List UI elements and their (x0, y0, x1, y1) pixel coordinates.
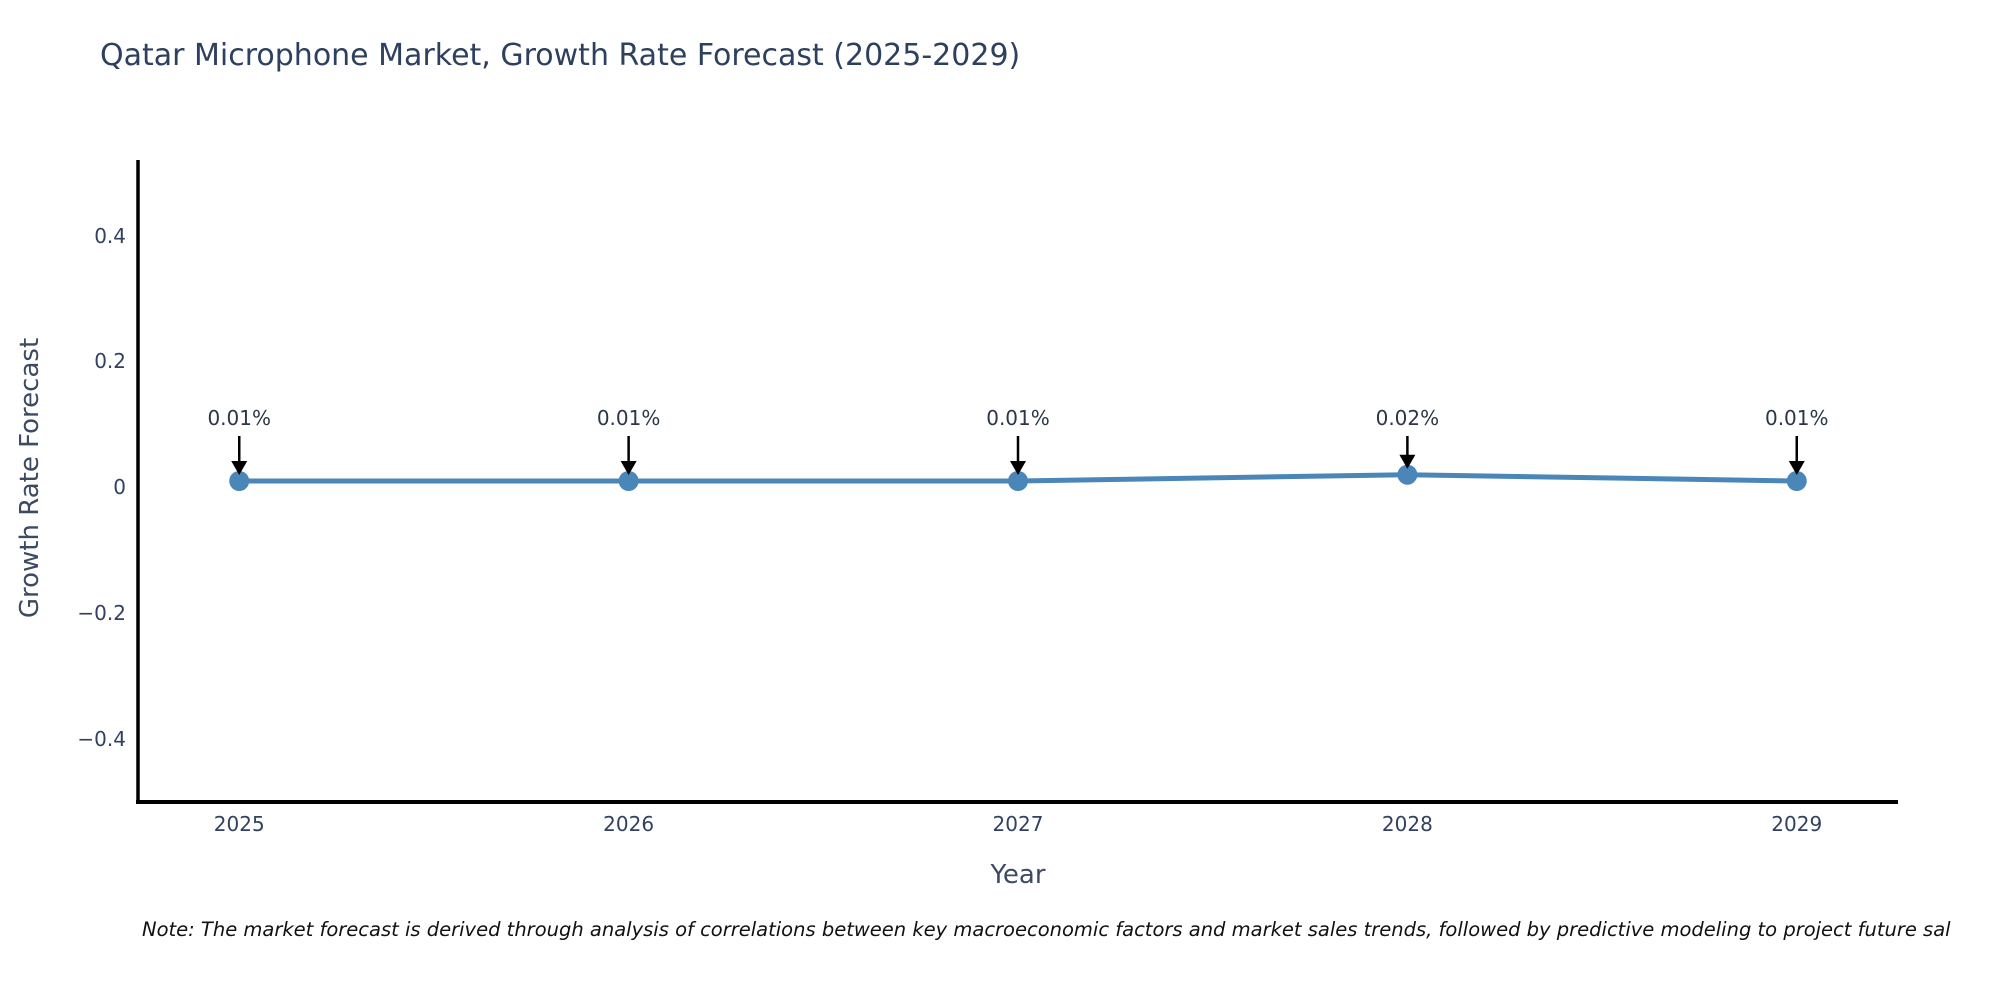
chart-title: Qatar Microphone Market, Growth Rate For… (100, 38, 1021, 73)
point-value-label: 0.01% (986, 406, 1050, 430)
data-point-marker (1786, 471, 1807, 491)
point-value-label: 0.02% (1375, 406, 1440, 430)
y-tick-label: 0.2 (94, 349, 126, 374)
annotation-arrow-head (1399, 454, 1416, 469)
footnote: Note: The market forecast is derived thr… (142, 918, 1951, 941)
data-point-marker (1008, 471, 1028, 491)
x-tick-label: 2026 (603, 812, 655, 836)
annotation-arrow-head (1010, 461, 1026, 475)
x-tick-label: 2025 (213, 812, 265, 836)
y-tick-label: 0 (113, 475, 126, 500)
y-tick-label: −0.4 (77, 727, 126, 752)
y-tick-label: 0.4 (94, 223, 126, 248)
x-tick-label: 2028 (1381, 812, 1433, 836)
data-point-marker (229, 471, 250, 491)
x-axis-title: Year (990, 860, 1046, 890)
annotation-arrow-head (1788, 461, 1805, 475)
x-tick-label: 2027 (992, 812, 1044, 836)
annotation-arrow-head (231, 461, 248, 475)
y-tick-label: −0.2 (77, 601, 126, 626)
point-value-label: 0.01% (207, 406, 272, 430)
data-point-marker (618, 471, 639, 491)
x-tick-label: 2029 (1771, 812, 1823, 836)
data-point-marker (1397, 464, 1418, 485)
point-value-label: 0.01% (596, 406, 661, 430)
annotation-arrow-head (620, 461, 637, 475)
point-value-label: 0.01% (1764, 406, 1829, 430)
